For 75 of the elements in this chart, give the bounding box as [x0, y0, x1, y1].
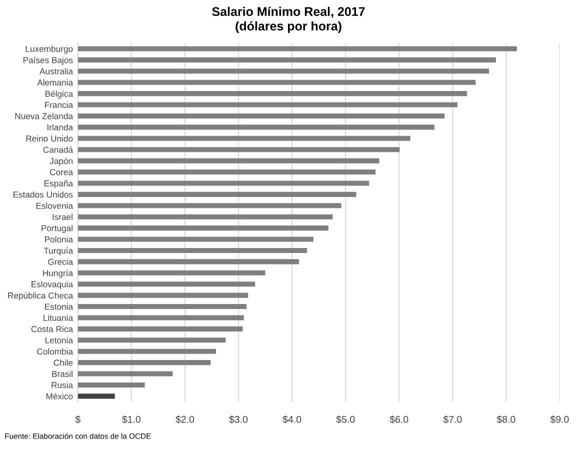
bar	[78, 259, 299, 264]
bar	[78, 170, 376, 175]
bar	[78, 113, 445, 119]
bar	[78, 192, 356, 197]
bar	[78, 147, 400, 152]
y-tick-label: España	[44, 180, 74, 188]
bar	[78, 68, 490, 74]
x-tick-label: $7.0	[443, 416, 462, 424]
y-tick-label: Rusia	[52, 382, 74, 388]
x-tick-label: $3.0	[229, 416, 248, 424]
bar	[78, 382, 145, 388]
y-tick-label: Grecia	[48, 258, 74, 265]
bar	[78, 57, 496, 62]
y-tick-label: Portugal	[42, 224, 72, 233]
bar	[78, 236, 314, 242]
bar	[78, 248, 308, 253]
x-tick-label: $	[75, 416, 80, 424]
x-tick-label: $4.0	[282, 416, 302, 424]
bar	[78, 304, 247, 310]
x-tick-label: $1.0	[122, 416, 141, 424]
y-tick-label: Hungría	[43, 270, 74, 278]
y-tick-label: Brasil	[52, 370, 72, 377]
y-tick-label: Lituania	[44, 314, 74, 321]
bar	[78, 80, 476, 85]
bar	[78, 91, 468, 96]
bar	[78, 214, 333, 220]
y-tick-label: Eslovaquia	[32, 280, 74, 290]
y-tick-label: Estados Unidos	[13, 191, 73, 198]
bar	[78, 315, 244, 320]
bar	[78, 136, 410, 141]
x-tick-label: $9.0	[550, 416, 569, 424]
bar	[78, 203, 342, 208]
y-tick-label: Países Bajos	[23, 56, 73, 65]
x-tick-label: $6.0	[390, 416, 408, 424]
y-tick-label: Estonia	[45, 303, 74, 310]
bar	[78, 338, 226, 343]
y-tick-label: Chile	[54, 359, 73, 366]
bar	[78, 102, 458, 108]
bar	[78, 292, 248, 298]
x-tick-label: $5.0	[336, 416, 355, 424]
bar	[78, 282, 256, 287]
y-tick-label: Costa Rica	[31, 326, 74, 332]
bar	[78, 180, 370, 186]
y-tick-label: Turquía	[44, 247, 74, 256]
bar	[78, 371, 173, 376]
y-tick-label: Canadá	[43, 146, 74, 153]
bar	[78, 394, 115, 399]
bar	[78, 270, 266, 276]
y-tick-label: Letonia	[45, 337, 74, 344]
y-tick-label: Bélgica	[46, 90, 74, 99]
y-tick-label: Alemania	[37, 79, 74, 86]
y-tick-label: México	[46, 392, 73, 400]
y-tick-label: Japón	[50, 158, 72, 166]
y-tick-label: Luxemburgo	[26, 46, 73, 54]
y-tick-label: Irlanda	[48, 124, 74, 130]
y-tick-label: Corea	[50, 169, 74, 176]
x-tick-label: $2.0	[176, 416, 194, 424]
y-tick-label: República Checa	[8, 292, 74, 300]
y-tick-label: Israel	[52, 214, 72, 220]
y-tick-label: Francia	[45, 102, 74, 108]
bar	[78, 158, 380, 164]
bar	[78, 124, 434, 130]
bar	[78, 326, 243, 332]
y-tick-label: Nueva Zelanda	[15, 112, 74, 120]
y-tick-label: Eslovenia	[36, 202, 74, 209]
y-tick-label: Polonia	[45, 236, 74, 242]
bar	[78, 360, 211, 366]
bar	[78, 348, 216, 354]
chart-title: Salario Mínimo Real, 2017 (dólares por hora)	[212, 6, 365, 33]
y-tick-label: Australia	[40, 68, 74, 74]
bar	[78, 46, 517, 52]
bar	[78, 226, 328, 231]
x-tick-label: $8.0	[496, 416, 516, 424]
y-tick-label: Colombia	[37, 348, 74, 355]
y-tick-label: Reino Unido	[26, 135, 73, 142]
